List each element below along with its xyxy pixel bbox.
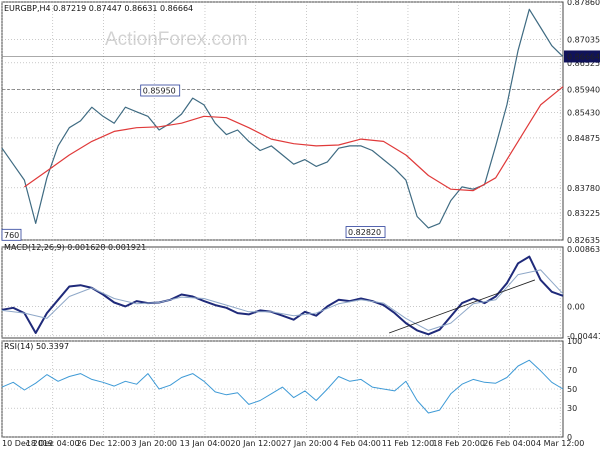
x-tick-label: 26 Feb 04:00: [483, 439, 535, 448]
macd-trendline-series-line: [388, 279, 536, 334]
macd-signal-series-line: [1, 269, 564, 331]
price-y-tick-label: 0.87035: [567, 36, 600, 45]
annotation-box: [345, 226, 386, 238]
rsi-y-tick-label: 30: [567, 404, 577, 413]
x-tick-label: 27 Jan 20:00: [281, 439, 332, 448]
x-tick-label: 18 Dec 04:00: [26, 439, 80, 448]
rsi-header: RSI(14) 50.3397: [4, 342, 69, 351]
macd-panel-frame: [1, 246, 564, 339]
rsi-y-tick-label: 0: [567, 433, 572, 442]
macd-y-tick-label: 0.008635: [567, 245, 600, 254]
macd-y-tick-label: 0.00: [567, 302, 585, 311]
macd-macd-series-line: [1, 255, 564, 336]
x-tick-label: 20 Jan 12:00: [230, 439, 281, 448]
x-tick-label: 18 Feb 20:00: [432, 439, 484, 448]
x-tick-label: 26 Dec 12:00: [77, 439, 131, 448]
x-tick-label: 4 Feb 04:00: [334, 439, 381, 448]
current-price-label: 0.86664: [567, 52, 600, 61]
price-y-tick-label: 0.85940: [567, 85, 600, 94]
price-header: EURGBP,H4 0.87219 0.87447 0.86631 0.8666…: [4, 4, 193, 13]
price-price-series-line: [1, 8, 564, 229]
x-tick-label: 4 Mar 12:00: [536, 439, 584, 448]
macd-y-tick-label: -0.004415: [567, 332, 600, 341]
price-panel-frame: [1, 1, 564, 241]
rsi-rsi-series-line: [1, 359, 564, 414]
price-y-tick-label: 0.87860: [567, 0, 600, 7]
price-ma-series-line: [24, 86, 564, 192]
price-y-tick-label: 0.83780: [567, 184, 600, 193]
annotation-label: 0.85950: [143, 87, 176, 96]
annotation-label: 760: [4, 231, 19, 240]
price-y-tick-label: 0.85430: [567, 109, 600, 118]
x-tick-label: 11 Feb 12:00: [382, 439, 434, 448]
rsi-y-tick-label: 50: [567, 385, 577, 394]
price-y-tick-label: 0.84875: [567, 134, 600, 143]
price-y-tick-label: 0.86525: [567, 59, 600, 68]
annotation-box: [140, 84, 181, 97]
x-tick-label: 10 Dec 2019: [2, 439, 53, 448]
x-tick-label: 13 Jan 04:00: [180, 439, 231, 448]
price-y-tick-label: 0.83225: [567, 209, 600, 218]
price-y-tick-label: 0.82635: [567, 236, 600, 245]
annotation-label: 0.82820: [348, 228, 381, 237]
x-tick-label: 3 Jan 20:00: [131, 439, 177, 448]
rsi-y-tick-label: 100: [567, 337, 582, 346]
rsi-y-tick-label: 70: [567, 366, 577, 375]
annotation-box: [1, 228, 22, 241]
current-price-flag: [564, 50, 600, 63]
